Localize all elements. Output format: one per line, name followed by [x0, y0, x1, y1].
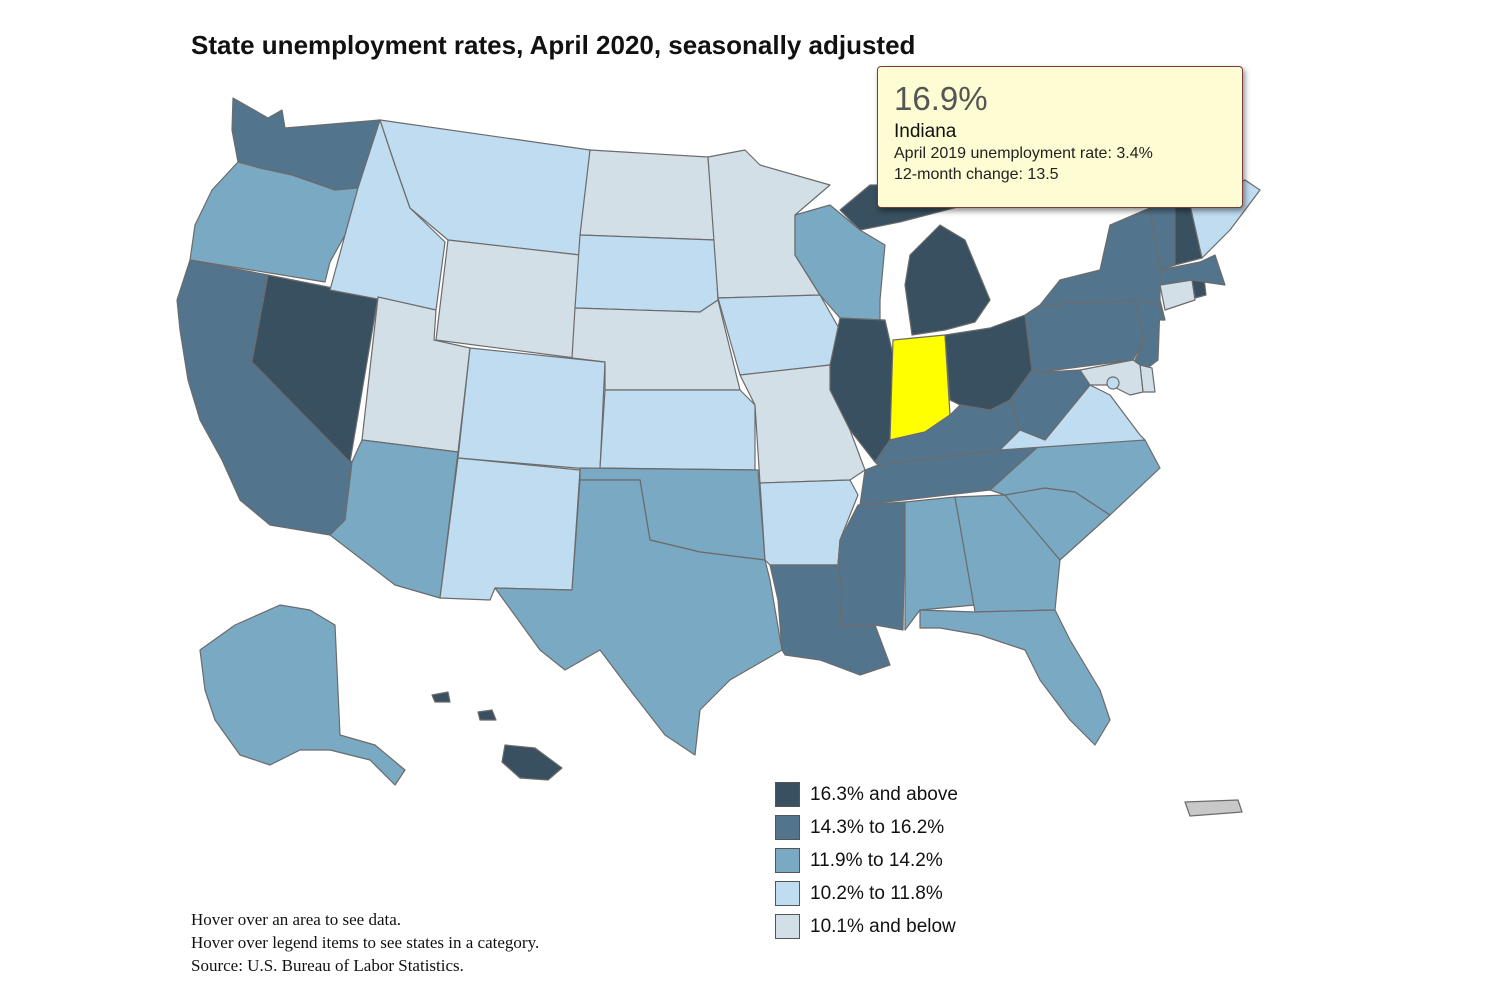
footnotes: Hover over an area to see data. Hover ov…	[191, 908, 539, 977]
state-georgia[interactable]	[954, 494, 1061, 613]
state-wisconsin[interactable]	[794, 204, 886, 321]
state-texas[interactable]	[494, 479, 783, 756]
state-arizona[interactable]	[329, 439, 459, 599]
legend-swatch	[775, 782, 800, 807]
state-alaska[interactable]	[199, 604, 406, 786]
state-mississippi[interactable]	[837, 501, 906, 631]
state-wyoming[interactable]	[435, 239, 581, 359]
state-colorado[interactable]	[457, 347, 606, 471]
tooltip-state-name: Indiana	[894, 121, 957, 142]
legend-item-10-1-below[interactable]: 10.1% and below	[775, 910, 958, 943]
legend-label: 11.9% to 14.2%	[810, 849, 943, 871]
state-alabama[interactable]	[904, 496, 976, 631]
state-dc[interactable]	[1106, 376, 1120, 390]
legend-swatch	[775, 914, 800, 939]
note-source: Source: U.S. Bureau of Labor Statistics.	[191, 956, 464, 975]
note-hover-area: Hover over an area to see data.	[191, 910, 402, 929]
tooltip-change: 12-month change: 13.5	[894, 166, 1059, 183]
legend-item-16-3-above[interactable]: 16.3% and above	[775, 778, 958, 811]
state-florida[interactable]	[919, 609, 1111, 746]
legend-item-10-2-11-8[interactable]: 10.2% to 11.8%	[775, 877, 958, 910]
tooltip-rate: 16.9%	[894, 80, 988, 117]
hover-tooltip: 16.9% Indiana April 2019 unemployment ra…	[877, 66, 1243, 208]
legend-label: 10.1% and below	[810, 915, 956, 937]
state-kansas[interactable]	[599, 389, 756, 471]
map-title: State unemployment rates, April 2020, se…	[191, 30, 916, 60]
note-hover-legend: Hover over legend items to see states in…	[191, 933, 540, 952]
state-massachusetts[interactable]	[1159, 254, 1226, 286]
legend-label: 10.2% to 11.8%	[810, 882, 943, 904]
legend-label: 14.3% to 16.2%	[810, 816, 945, 838]
legend-swatch	[775, 815, 800, 840]
state-hawaii[interactable]	[431, 691, 563, 781]
state-oregon[interactable]	[189, 161, 359, 283]
state-iowa[interactable]	[717, 294, 841, 376]
state-north-dakota[interactable]	[579, 149, 716, 241]
legend-swatch	[775, 881, 800, 906]
legend-item-11-9-14-2[interactable]: 11.9% to 14.2%	[775, 844, 958, 877]
legend-item-14-3-16-2[interactable]: 14.3% to 16.2%	[775, 811, 958, 844]
state-south-dakota[interactable]	[574, 234, 719, 313]
legend-swatch	[775, 848, 800, 873]
tooltip-prior-rate: April 2019 unemployment rate: 3.4%	[894, 145, 1153, 162]
state-puerto-rico[interactable]	[1184, 799, 1243, 817]
legend-label: 16.3% and above	[810, 783, 958, 805]
state-new-mexico[interactable]	[439, 457, 581, 601]
legend: 16.3% and above 14.3% to 16.2% 11.9% to …	[775, 778, 958, 943]
